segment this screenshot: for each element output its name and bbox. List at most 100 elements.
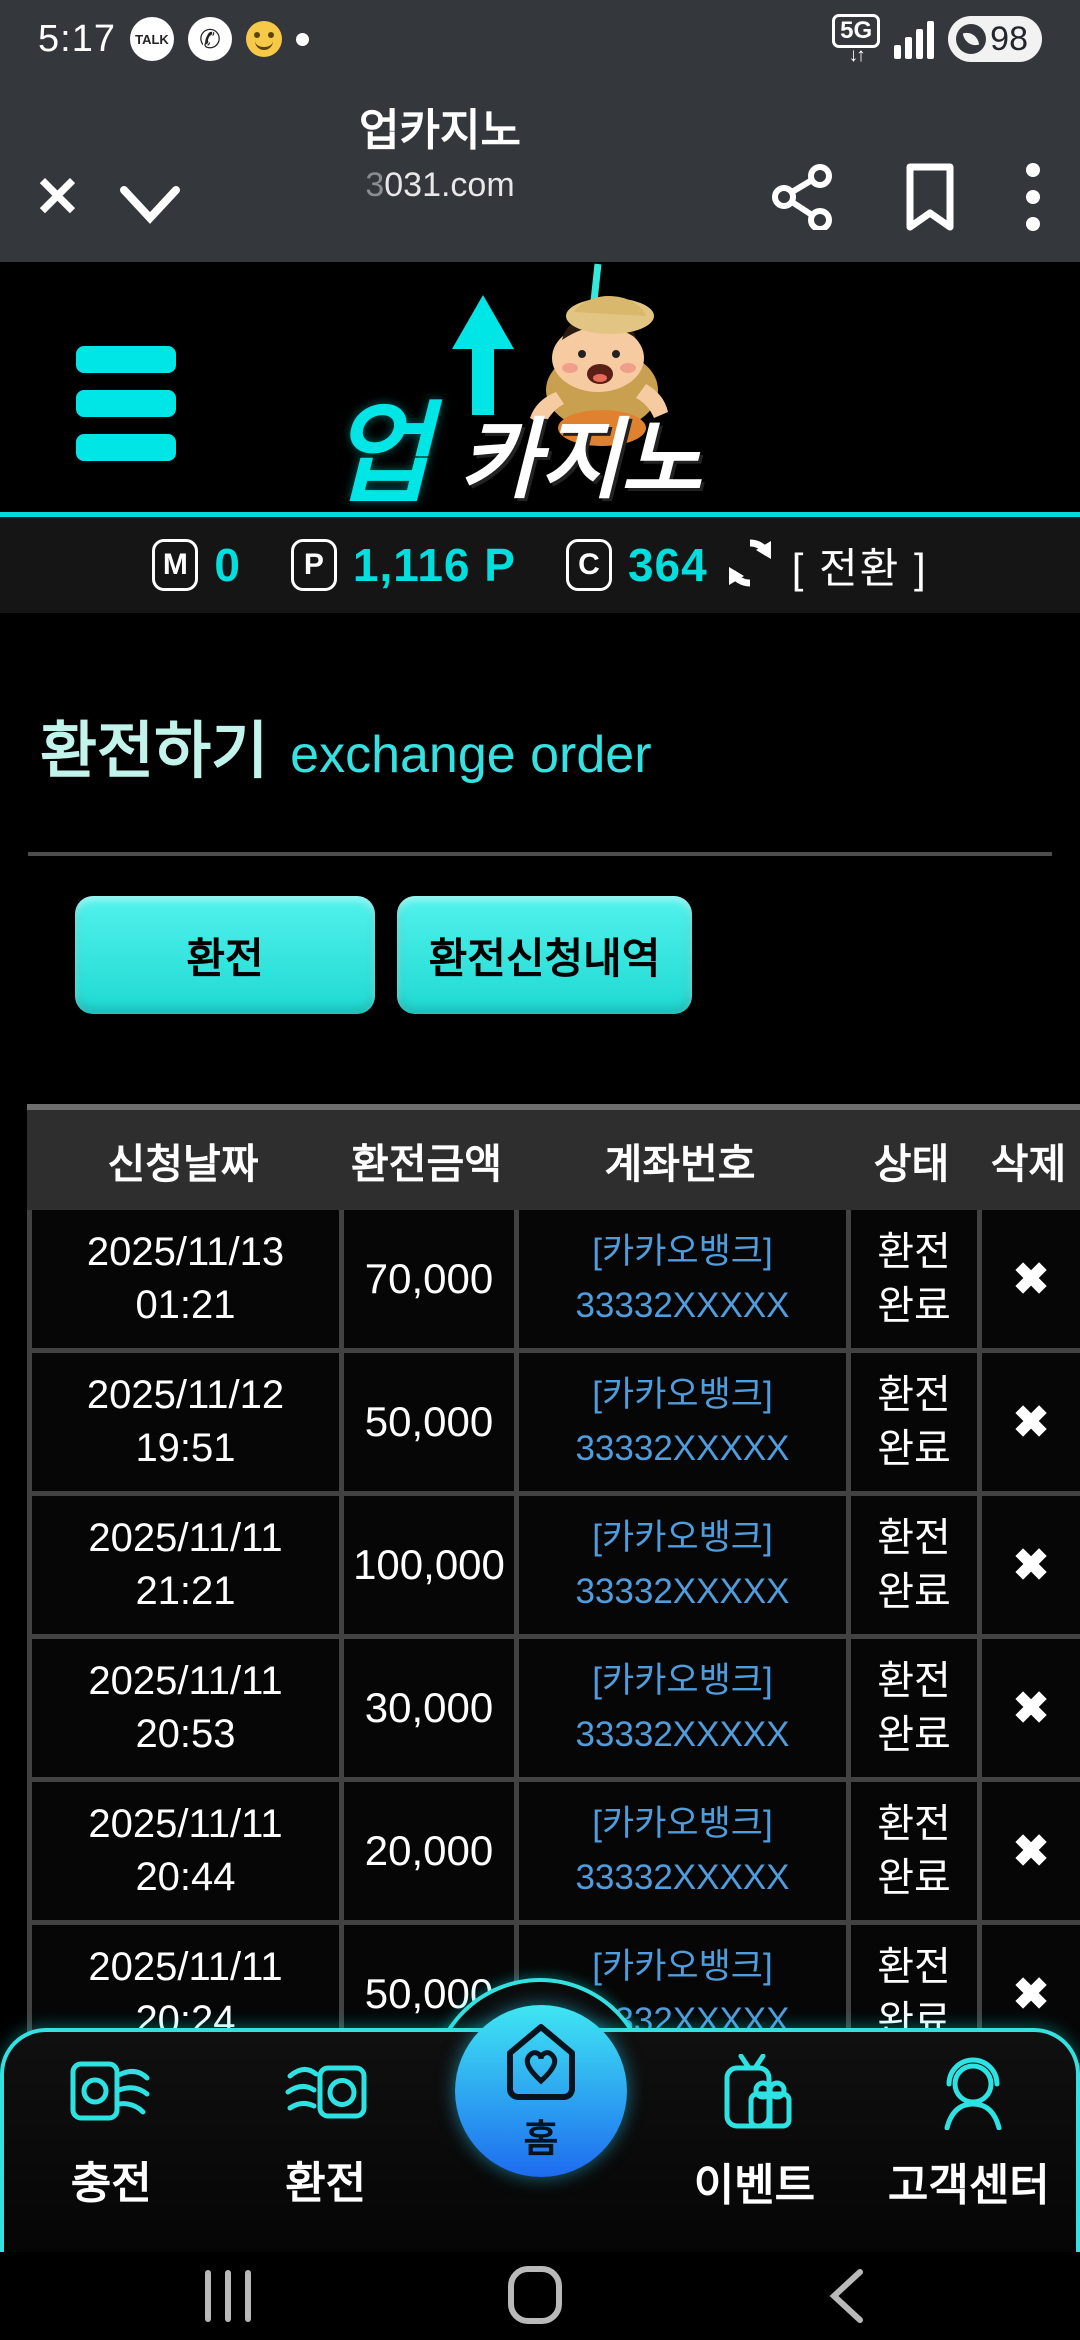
money-value: 0 <box>214 539 241 591</box>
col-header-delete: 삭제 <box>990 1141 1067 1187</box>
request-date-cell: 2025/11/13 01:21 <box>27 1210 339 1348</box>
android-home-icon[interactable] <box>508 2266 562 2324</box>
col-header-account: 계좌번호 <box>604 1141 756 1187</box>
delete-row-icon[interactable]: ✖ <box>977 1496 1080 1634</box>
browser-url[interactable]: 3031.com <box>365 166 515 204</box>
recents-icon[interactable] <box>205 2270 251 2322</box>
delete-row-icon[interactable]: ✖ <box>977 1639 1080 1777</box>
exchange-history-button[interactable]: 환전신청내역 <box>397 896 692 1014</box>
status-cell: 환전 완료 <box>846 1925 977 2063</box>
site-header: 업 카지노 <box>0 262 1080 512</box>
request-date-cell: 2025/11/11 20:44 <box>27 1782 339 1920</box>
network-5g-icon: 5G ↓↑ <box>832 13 881 65</box>
action-buttons: 환전 환전신청내역 <box>75 896 692 1014</box>
exchange-table: 신청날짜 환전금액 계좌번호 상태 삭제 2025/11/13 01:21 70,… <box>27 1104 1080 2068</box>
notification-dot-icon <box>295 32 309 46</box>
table-body: 2025/11/13 01:21 70,000 [카카오뱅크] 33332XXXXX… <box>27 1210 1080 2068</box>
delete-row-icon[interactable]: ✖ <box>977 1925 1080 2063</box>
delete-row-icon[interactable]: ✖ <box>977 1210 1080 1348</box>
request-date-cell: 2025/11/11 21:21 <box>27 1496 339 1634</box>
emoji-notification-icon <box>245 21 282 57</box>
section-divider <box>28 852 1052 856</box>
nav-label: 고객센터 <box>887 2161 1050 2210</box>
exchange-button[interactable]: 환전 <box>75 896 375 1014</box>
customer-service-icon <box>929 2054 1009 2135</box>
status-cell: 환전 완료 <box>846 1353 977 1491</box>
page-heading-ko: 환전하기 <box>40 717 269 786</box>
nav-item-deposit[interactable]: 충전 <box>4 2032 218 2254</box>
col-header-date: 신청날짜 <box>107 1141 259 1187</box>
account-cell[interactable]: [카카오뱅크] 33332XXXXX <box>514 1639 846 1777</box>
coin-value: 364 <box>627 539 708 591</box>
clock: 5:17 <box>38 17 116 60</box>
nav-item-home[interactable]: 홈 <box>455 2005 627 2177</box>
browser-page-title: 업카지노 <box>359 106 521 155</box>
convert-button[interactable]: [ 전환 ] <box>791 544 928 592</box>
logo-casino-text: 카지노 <box>459 410 703 509</box>
status-cell: 환전 완료 <box>846 1496 977 1634</box>
battery-indicator: 98 <box>948 16 1042 62</box>
page-title-block: 업카지노 3031.com <box>240 94 640 205</box>
refresh-icon[interactable] <box>724 537 776 594</box>
account-cell[interactable]: [카카오뱅크] 33332XXXXX <box>514 1210 846 1348</box>
amount-cell: 70,000 <box>339 1210 514 1348</box>
close-tab-icon[interactable]: ✕ <box>34 165 81 228</box>
page-heading: 환전하기 exchange order <box>40 700 652 790</box>
col-header-amount: 환전금액 <box>351 1141 502 1187</box>
table-row: 2025/11/11 20:44 20,000 [카카오뱅크] 33332XXXXX… <box>27 1782 1080 1925</box>
amount-cell: 30,000 <box>339 1639 514 1777</box>
amount-cell: 100,000 <box>339 1496 514 1634</box>
table-row: 2025/11/13 01:21 70,000 [카카오뱅크] 33332XXXXX… <box>27 1210 1080 1353</box>
status-bar: 5:17 TALK ✆ 5G ↓↑ 98 <box>0 0 1080 78</box>
back-icon[interactable] <box>826 2268 866 2329</box>
nav-label: 이벤트 <box>693 2161 816 2210</box>
money-badge-icon: M <box>152 539 199 591</box>
amount-cell: 20,000 <box>339 1782 514 1920</box>
nav-item-events[interactable]: 이벤트 <box>647 2032 861 2254</box>
nav-label-home: 홈 <box>523 2119 559 2161</box>
whatsapp-notification-icon: ✆ <box>187 17 232 61</box>
battery-saver-icon <box>956 24 987 54</box>
header-divider <box>0 512 1080 517</box>
nav-item-support[interactable]: 고객센터 <box>862 2032 1076 2254</box>
request-date-cell: 2025/11/11 20:53 <box>27 1639 339 1777</box>
bookmark-icon[interactable] <box>904 163 956 236</box>
status-cell: 환전 완료 <box>846 1639 977 1777</box>
nav-label: 충전 <box>70 2159 152 2208</box>
up-arrow-icon <box>448 295 518 420</box>
exchange-money-icon <box>280 2054 372 2133</box>
home-heart-icon <box>498 2019 584 2110</box>
share-icon[interactable] <box>772 164 834 235</box>
delete-row-icon[interactable]: ✖ <box>977 1782 1080 1920</box>
table-header-row: 신청날짜 환전금액 계좌번호 상태 삭제 <box>27 1104 1080 1210</box>
coin-badge-icon: C <box>565 539 612 591</box>
menu-hamburger-icon[interactable] <box>76 346 176 461</box>
request-date-cell: 2025/11/11 20:24 <box>27 1925 339 2063</box>
account-cell[interactable]: [카카오뱅크] 33332XXXXX <box>514 1353 846 1491</box>
request-date-cell: 2025/11/12 19:51 <box>27 1353 339 1491</box>
amount-cell: 50,000 <box>339 1353 514 1491</box>
point-badge-icon: P <box>290 539 337 591</box>
site-logo[interactable]: 업 카지노 <box>330 262 760 512</box>
browser-toolbar: ✕ 업카지노 3031.com <box>0 78 1080 262</box>
point-value: 1,116 P <box>352 539 516 591</box>
table-row: 2025/11/11 21:21 100,000 [카카오뱅크] 33332XXXX… <box>27 1496 1080 1639</box>
table-row: 2025/11/11 20:53 30,000 [카카오뱅크] 33332XXXXX… <box>27 1639 1080 1782</box>
col-header-status: 상태 <box>873 1141 950 1187</box>
logo-up-text: 업 <box>330 393 432 516</box>
nav-label: 환전 <box>285 2159 367 2208</box>
mascot-boy-icon <box>470 262 710 452</box>
delete-row-icon[interactable]: ✖ <box>977 1353 1080 1491</box>
status-cell: 환전 완료 <box>846 1782 977 1920</box>
overflow-menu-icon[interactable] <box>1026 162 1040 237</box>
chevron-down-icon[interactable] <box>118 182 182 231</box>
kakaotalk-notification-icon: TALK <box>129 17 174 61</box>
account-cell[interactable]: [카카오뱅크] 33332XXXXX <box>514 1496 846 1634</box>
android-nav-bar <box>0 2252 1080 2340</box>
table-row: 2025/11/12 19:51 50,000 [카카오뱅크] 33332XXXXX… <box>27 1353 1080 1496</box>
deposit-money-icon <box>67 2054 155 2133</box>
nav-item-exchange[interactable]: 환전 <box>218 2032 432 2254</box>
account-cell[interactable]: [카카오뱅크] 33332XXXXX <box>514 1782 846 1920</box>
page-heading-en: exchange order <box>290 726 652 784</box>
